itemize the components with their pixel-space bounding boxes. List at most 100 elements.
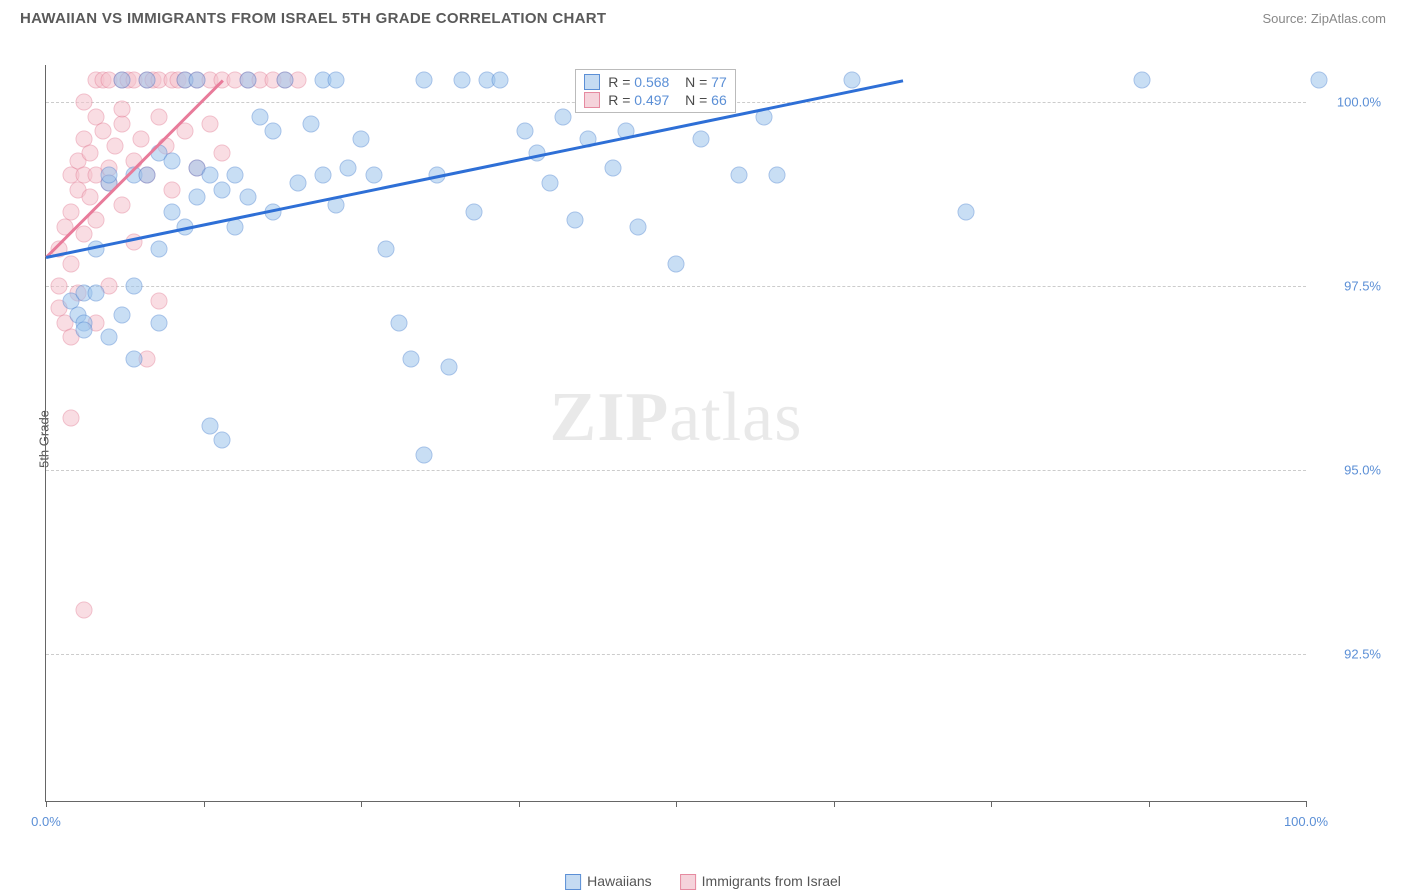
y-tick-label: 97.5% [1316, 278, 1381, 293]
data-point [151, 314, 168, 331]
legend-stats: R = 0.568 N = 77R = 0.497 N = 66 [575, 69, 736, 113]
data-point [630, 218, 647, 235]
data-point [214, 145, 231, 162]
data-point [554, 108, 571, 125]
data-point [82, 145, 99, 162]
data-point [126, 351, 143, 368]
data-point [189, 189, 206, 206]
x-tick [204, 801, 205, 807]
data-point [101, 329, 118, 346]
data-point [75, 321, 92, 338]
data-point [164, 204, 181, 221]
x-tick [991, 801, 992, 807]
gridline [46, 654, 1306, 655]
data-point [302, 115, 319, 132]
data-point [365, 167, 382, 184]
data-point [693, 130, 710, 147]
x-tick [676, 801, 677, 807]
data-point [94, 123, 111, 140]
x-tick-label: 0.0% [31, 814, 61, 829]
data-point [453, 71, 470, 88]
data-point [731, 167, 748, 184]
data-point [138, 71, 155, 88]
legend-item: Immigrants from Israel [680, 873, 841, 890]
x-tick [1149, 801, 1150, 807]
data-point [542, 174, 559, 191]
data-point [201, 115, 218, 132]
data-point [239, 189, 256, 206]
data-point [491, 71, 508, 88]
gridline [46, 470, 1306, 471]
data-point [403, 351, 420, 368]
data-point [107, 137, 124, 154]
legend-item: Hawaiians [565, 873, 652, 890]
data-point [768, 167, 785, 184]
legend-swatch [680, 874, 696, 890]
gridline [46, 286, 1306, 287]
legend-swatch [584, 92, 600, 108]
data-point [340, 160, 357, 177]
x-tick [46, 801, 47, 807]
legend-r-label: R = 0.568 [608, 74, 669, 90]
data-point [1310, 71, 1327, 88]
data-point [75, 226, 92, 243]
x-tick [519, 801, 520, 807]
data-point [214, 182, 231, 199]
data-point [605, 160, 622, 177]
y-tick-label: 95.0% [1316, 462, 1381, 477]
data-point [189, 71, 206, 88]
x-tick [834, 801, 835, 807]
legend-stat-row: R = 0.568 N = 77 [584, 73, 727, 91]
x-tick [1306, 801, 1307, 807]
data-point [201, 417, 218, 434]
data-point [252, 108, 269, 125]
data-point [378, 241, 395, 258]
legend-n-label: N = 77 [677, 74, 726, 90]
data-point [63, 204, 80, 221]
data-point [416, 71, 433, 88]
data-point [50, 277, 67, 294]
data-point [290, 174, 307, 191]
data-point [113, 71, 130, 88]
data-point [75, 601, 92, 618]
data-point [1134, 71, 1151, 88]
data-point [227, 167, 244, 184]
data-point [113, 115, 130, 132]
data-point [164, 182, 181, 199]
data-point [327, 71, 344, 88]
data-point [668, 255, 685, 272]
chart-container: 5th Grade ZIPatlas R = 0.568 N = 77R = 0… [45, 45, 1386, 832]
chart-title: HAWAIIAN VS IMMIGRANTS FROM ISRAEL 5TH G… [20, 10, 606, 27]
data-point [75, 93, 92, 110]
data-point [466, 204, 483, 221]
source-label: Source: ZipAtlas.com [1262, 11, 1386, 26]
data-point [113, 196, 130, 213]
data-point [63, 410, 80, 427]
data-point [113, 307, 130, 324]
data-point [164, 152, 181, 169]
watermark-bold: ZIP [550, 379, 670, 456]
data-point [132, 130, 149, 147]
legend-swatch [565, 874, 581, 890]
data-point [239, 71, 256, 88]
data-point [844, 71, 861, 88]
data-point [151, 108, 168, 125]
legend-n-label: N = 66 [677, 92, 726, 108]
data-point [264, 123, 281, 140]
data-point [63, 255, 80, 272]
data-point [138, 167, 155, 184]
y-tick-label: 92.5% [1316, 646, 1381, 661]
data-point [353, 130, 370, 147]
data-point [88, 285, 105, 302]
x-tick-label: 100.0% [1284, 814, 1328, 829]
data-point [416, 447, 433, 464]
data-point [126, 277, 143, 294]
legend-bottom: Hawaiians Immigrants from Israel [565, 873, 841, 890]
watermark: ZIPatlas [550, 378, 803, 458]
data-point [441, 358, 458, 375]
data-point [151, 241, 168, 258]
data-point [277, 71, 294, 88]
plot-area: ZIPatlas R = 0.568 N = 77R = 0.497 N = 6… [45, 65, 1306, 802]
data-point [315, 167, 332, 184]
data-point [227, 218, 244, 235]
